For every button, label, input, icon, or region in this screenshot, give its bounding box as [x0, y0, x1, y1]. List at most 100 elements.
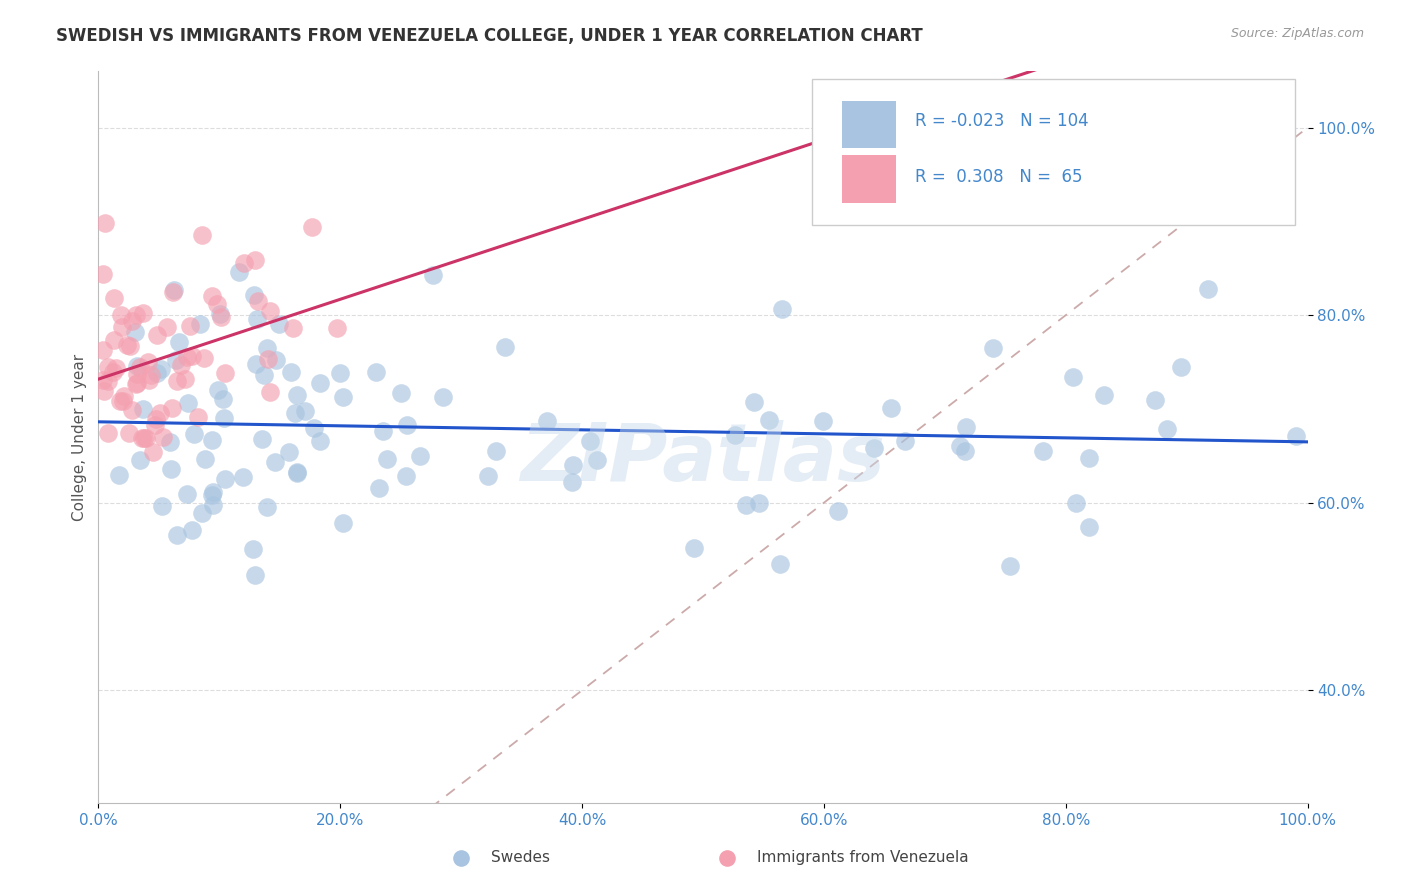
Text: ZIPatlas: ZIPatlas — [520, 420, 886, 498]
Point — [111, 394, 134, 409]
Point — [208, 308, 231, 322]
Point — [285, 467, 308, 481]
Point — [375, 451, 398, 466]
Point — [169, 335, 191, 350]
Point — [243, 288, 266, 302]
Point — [998, 558, 1021, 573]
Point — [724, 428, 747, 442]
Point — [1062, 369, 1084, 384]
Point — [146, 366, 169, 380]
Point — [332, 390, 354, 404]
Point — [162, 285, 184, 300]
Point — [202, 484, 225, 499]
Point — [246, 312, 269, 326]
Point — [243, 568, 266, 582]
Point — [770, 301, 793, 316]
Point — [735, 498, 758, 512]
Point — [1077, 520, 1099, 534]
Point — [156, 319, 179, 334]
Point — [97, 425, 120, 440]
Point — [118, 339, 141, 353]
Point — [125, 376, 148, 391]
Point — [209, 310, 232, 325]
Point — [1092, 388, 1115, 402]
Point — [159, 435, 181, 450]
Point — [135, 432, 157, 446]
Point — [112, 389, 135, 403]
Point — [371, 424, 394, 438]
Point — [827, 503, 849, 517]
Point — [257, 351, 280, 366]
Point — [176, 351, 198, 365]
Point — [242, 541, 264, 556]
Point — [252, 368, 274, 382]
Point — [201, 289, 224, 303]
Point — [391, 386, 413, 401]
Point — [142, 445, 165, 459]
Point — [259, 384, 281, 399]
Point — [259, 304, 281, 318]
Bar — [842, 101, 897, 148]
Point — [165, 352, 187, 367]
Point — [166, 374, 188, 388]
Point — [1143, 393, 1166, 408]
FancyBboxPatch shape — [811, 78, 1295, 225]
Point — [280, 365, 302, 379]
Point — [477, 469, 499, 483]
Point — [128, 359, 150, 374]
Point — [193, 351, 215, 365]
Point — [1032, 443, 1054, 458]
Point — [1064, 496, 1087, 510]
Point — [205, 296, 228, 310]
Point — [367, 481, 389, 495]
Point — [267, 317, 290, 331]
Point — [117, 337, 139, 351]
Point — [93, 384, 115, 398]
Point — [409, 450, 432, 464]
Point — [207, 383, 229, 397]
Point — [1156, 422, 1178, 436]
Point — [177, 396, 200, 410]
Point — [139, 368, 162, 383]
Point — [1170, 360, 1192, 375]
Point — [94, 216, 117, 230]
Point — [948, 440, 970, 454]
Text: Immigrants from Venezuela: Immigrants from Venezuela — [758, 850, 969, 865]
Point — [561, 458, 583, 473]
Point — [894, 434, 917, 448]
Point — [152, 430, 174, 444]
Point — [170, 358, 193, 372]
Point — [150, 361, 173, 376]
Point — [191, 506, 214, 520]
Point — [187, 410, 209, 425]
Point — [264, 455, 287, 469]
Point — [579, 434, 602, 448]
Point — [127, 359, 149, 373]
Point — [211, 392, 233, 406]
Point — [214, 366, 236, 380]
Point — [366, 365, 388, 379]
Point — [955, 443, 977, 458]
Point — [245, 357, 267, 371]
Point — [422, 268, 444, 283]
Point — [152, 499, 174, 513]
Point — [232, 470, 254, 484]
Point — [191, 227, 214, 242]
Point — [682, 541, 704, 556]
Point — [138, 373, 160, 387]
Point — [181, 349, 204, 363]
Point — [149, 406, 172, 420]
Point — [166, 528, 188, 542]
Point — [233, 256, 256, 270]
Point — [325, 320, 347, 334]
Point — [136, 355, 159, 369]
Point — [163, 283, 186, 297]
Point — [561, 475, 583, 489]
Point — [432, 390, 454, 404]
Point — [201, 488, 224, 502]
Point — [214, 472, 236, 486]
Bar — [842, 155, 897, 203]
Point — [143, 418, 166, 433]
Point — [256, 500, 278, 515]
Point — [91, 374, 114, 388]
